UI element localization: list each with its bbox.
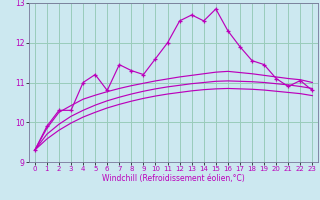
X-axis label: Windchill (Refroidissement éolien,°C): Windchill (Refroidissement éolien,°C)	[102, 174, 245, 183]
